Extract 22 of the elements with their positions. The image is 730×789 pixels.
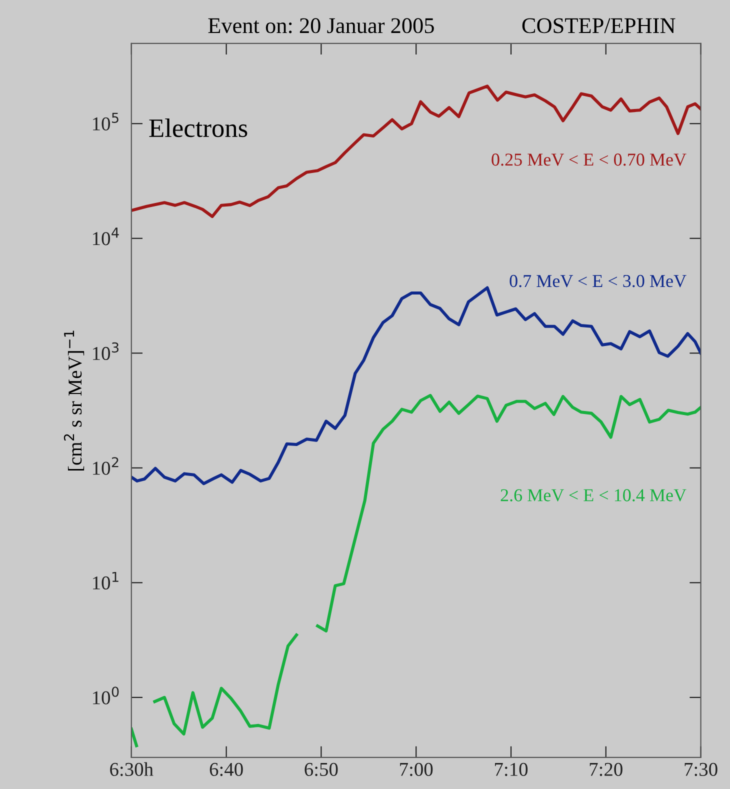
line-series bbox=[131, 286, 701, 486]
series-label: 0.7 MeV < E < 3.0 MeV bbox=[510, 274, 686, 288]
x-tick-label: 7:30 bbox=[684, 762, 718, 776]
y-axis-title: [cm$^{2}$ s sr MeV]$^{−1}$ bbox=[64, 330, 84, 471]
y-tick-label: 10$^{4}$ bbox=[93, 228, 119, 246]
x-tick-label: 6:40 bbox=[210, 762, 243, 776]
x-tick-label: 7:00 bbox=[400, 762, 433, 776]
x-tick-label: 6:30h bbox=[110, 762, 154, 776]
y-tick-label: 10$^{1}$ bbox=[93, 572, 118, 590]
x-tick-label: 7:10 bbox=[495, 762, 528, 776]
annotation: Electrons bbox=[149, 118, 248, 138]
y-tick-label: 10$^{3}$ bbox=[93, 342, 119, 360]
y-tick-label: 10$^{0}$ bbox=[93, 686, 119, 704]
text: 2.6 MeV < E < 10.4 MeV bbox=[500, 489, 686, 502]
line-series bbox=[131, 84, 701, 218]
series-label: 0.25 MeV < E < 0.70 MeV bbox=[492, 154, 686, 166]
y-tick-label: 10$^{5}$ bbox=[93, 112, 118, 130]
chart-subtitle: COSTEP/EPHIN bbox=[522, 18, 676, 34]
y-tick-label: 10$^{2}$ bbox=[93, 457, 118, 475]
x-tick-label: 6:50 bbox=[304, 762, 338, 776]
x-tick-label: 7:20 bbox=[590, 762, 622, 776]
chart-title: Event on: 20 Januar 2005 bbox=[208, 18, 434, 34]
